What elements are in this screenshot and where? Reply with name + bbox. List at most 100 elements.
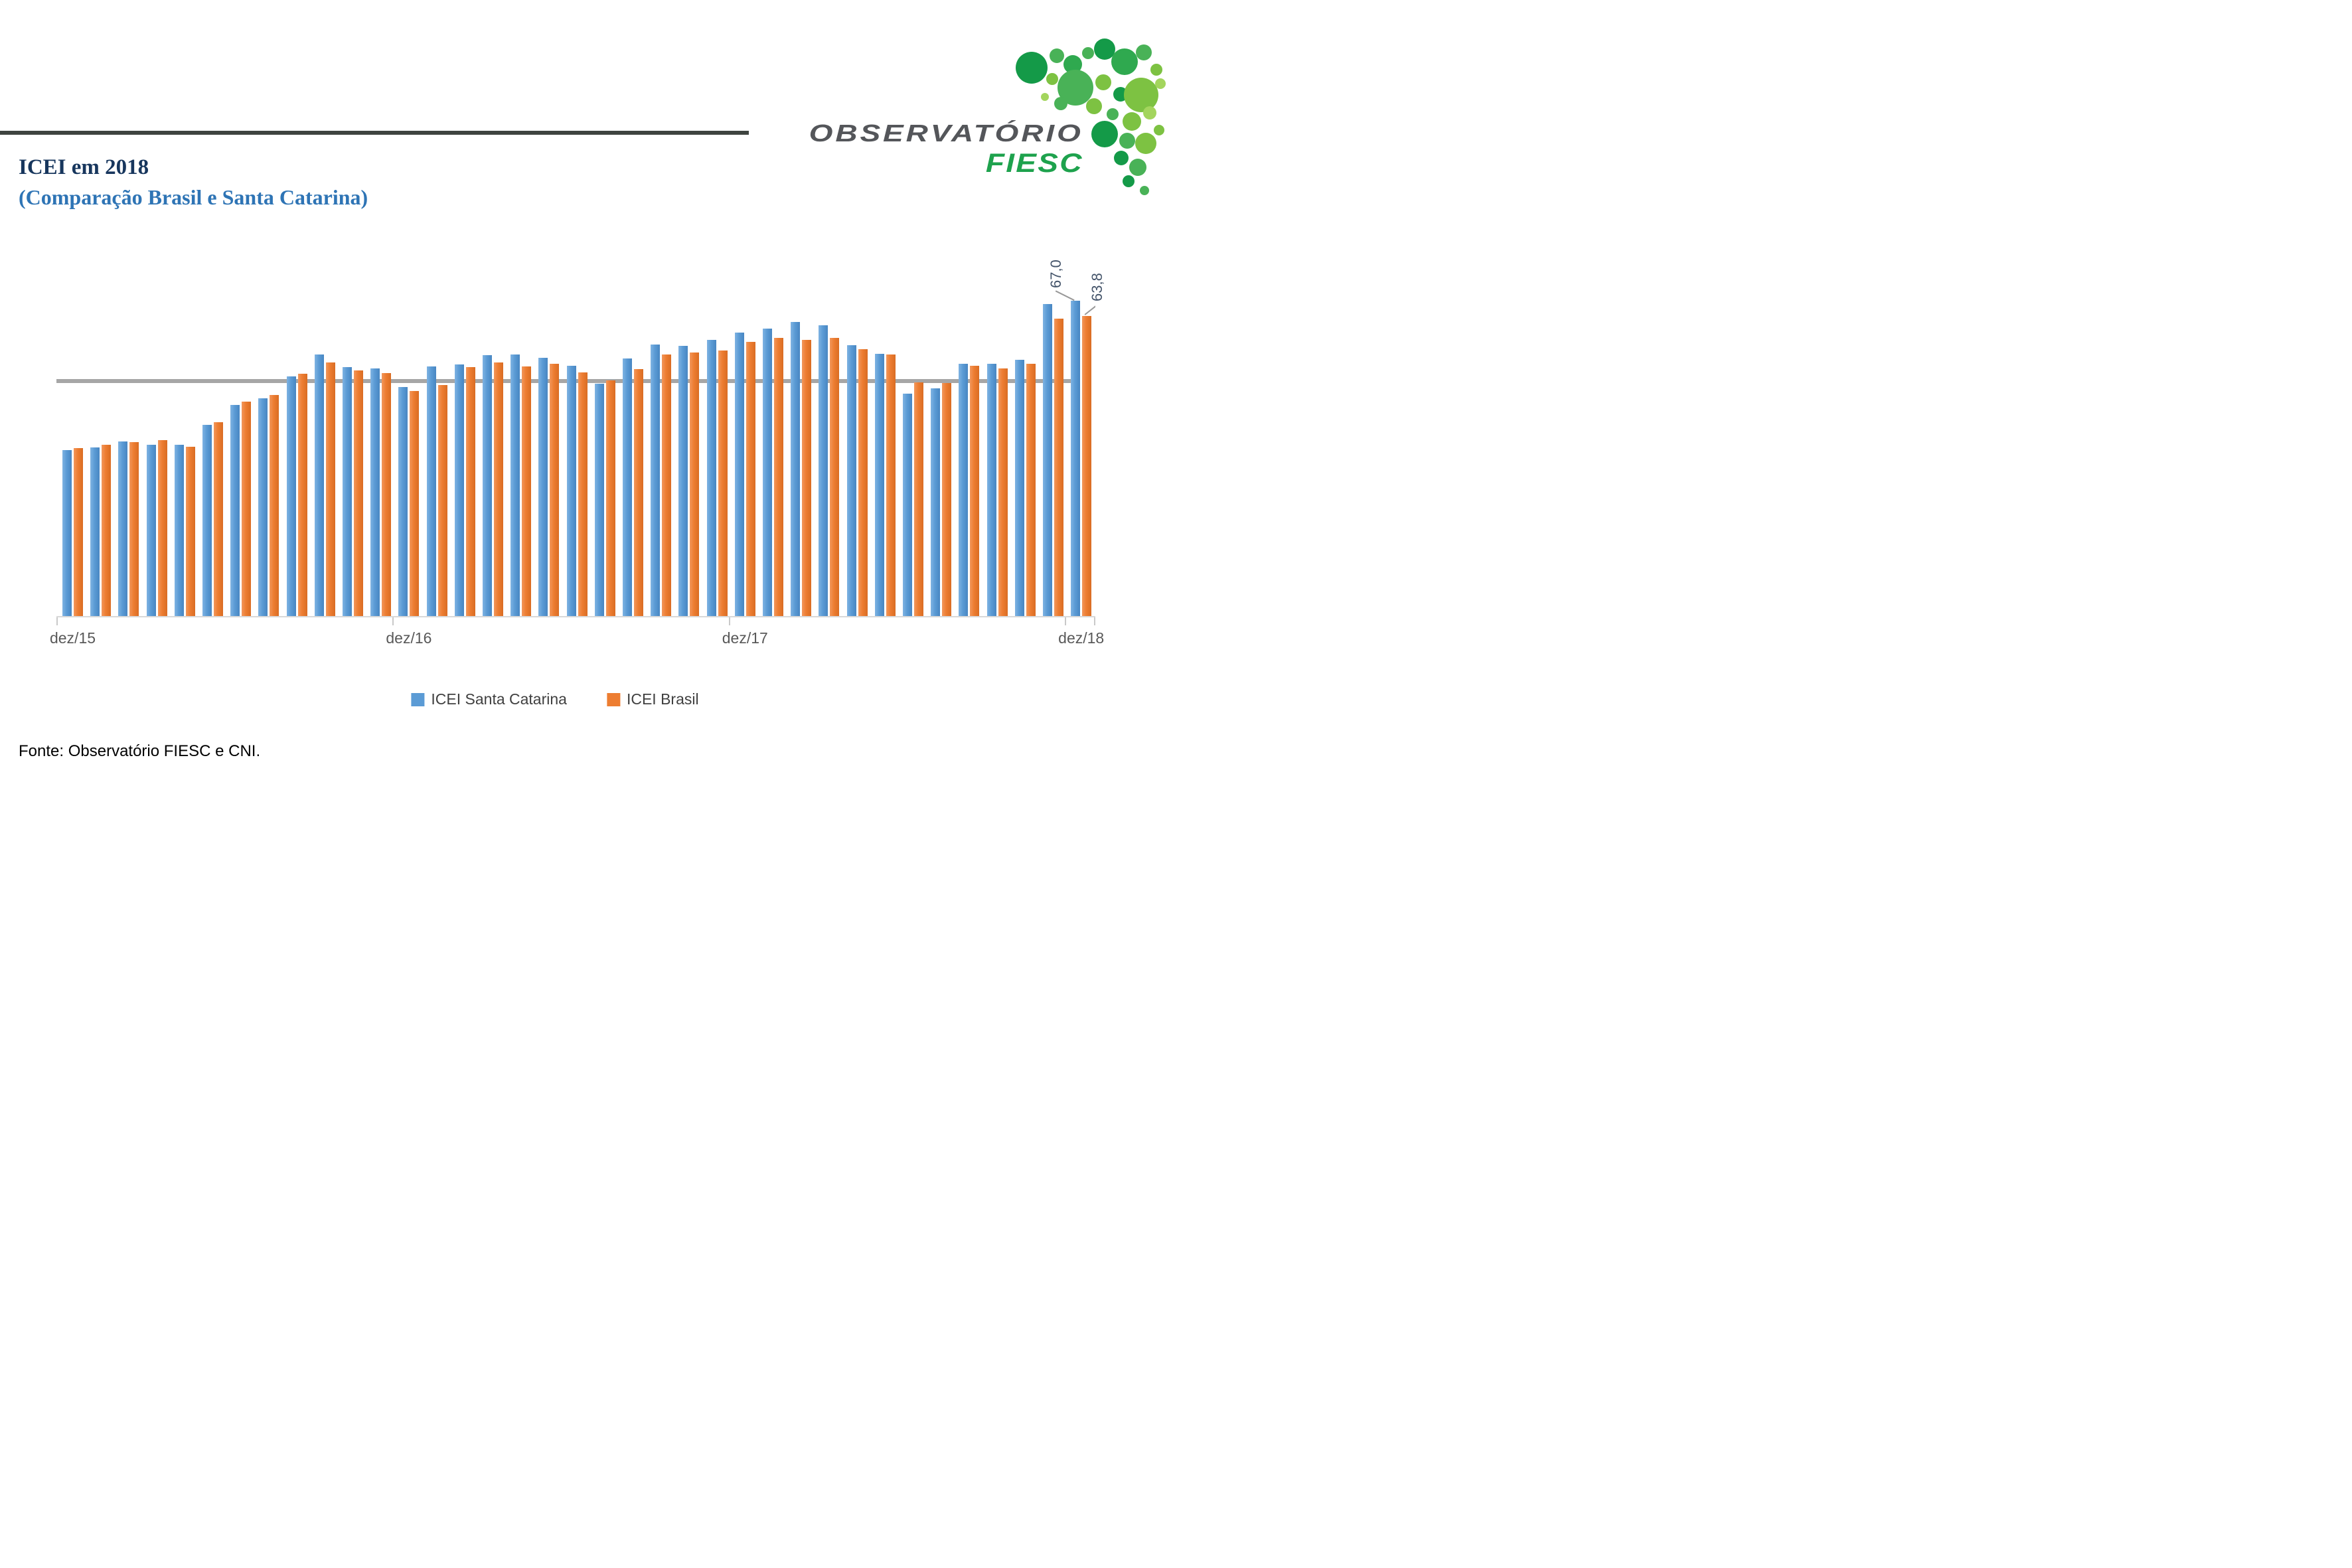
bar-icei-brasil-nov/17: [718, 350, 728, 617]
bar-icei-santa-catarina-jul/18: [931, 388, 941, 617]
x-axis-tick: [392, 617, 394, 625]
bar-icei-brasil-jan/16: [102, 444, 112, 617]
bar-icei-brasil-ago/17: [634, 368, 643, 617]
bar-icei-brasil-ago/18: [970, 366, 980, 617]
bar-icei-santa-catarina-ago/16: [286, 376, 296, 617]
bar-icei-santa-catarina-jan/18: [763, 329, 772, 617]
page-title: ICEI em 2018: [19, 155, 149, 179]
legend-swatch-brasil: [606, 692, 620, 706]
x-axis-tick: [56, 617, 58, 625]
bar-icei-brasil-mai/16: [214, 422, 223, 617]
bar-icei-santa-catarina-mai/16: [202, 425, 212, 617]
x-axis-label-dez/18: dez/18: [1058, 629, 1105, 647]
bar-icei-santa-catarina-abr/16: [174, 444, 184, 617]
bar-icei-santa-catarina-jan/17: [426, 366, 436, 617]
bar-icei-santa-catarina-set/18: [986, 363, 996, 617]
bar-icei-santa-catarina-fev/16: [118, 441, 128, 617]
bar-icei-brasil-abr/16: [185, 447, 195, 617]
bar-icei-brasil-fev/16: [129, 441, 139, 617]
x-axis-tick: [728, 617, 730, 625]
bar-icei-santa-catarina-jun/17: [566, 366, 576, 617]
bar-icei-santa-catarina-set/17: [651, 345, 661, 617]
bar-icei-brasil-set/18: [998, 368, 1008, 617]
bar-icei-brasil-abr/18: [858, 349, 868, 617]
bar-icei-brasil-nov/18: [1054, 319, 1063, 617]
bar-icei-brasil-fev/17: [465, 367, 475, 617]
bar-icei-santa-catarina-ago/17: [623, 358, 632, 617]
bar-icei-brasil-jun/18: [914, 382, 923, 617]
bar-icei-brasil-mai/17: [550, 364, 560, 617]
x-axis-label-dez/16: dez/16: [386, 629, 432, 647]
bar-icei-brasil-fev/18: [802, 339, 812, 617]
bar-icei-brasil-jul/16: [270, 394, 279, 617]
bar-icei-brasil-dez/17: [745, 342, 755, 617]
bar-icei-brasil-jan/17: [437, 384, 447, 617]
bar-icei-brasil-abr/17: [522, 366, 532, 617]
bar-icei-santa-catarina-dez/17: [734, 332, 744, 617]
bar-icei-santa-catarina-fev/17: [454, 364, 464, 617]
source-note: Fonte: Observatório FIESC e CNI.: [19, 742, 261, 760]
bar-icei-brasil-jul/18: [942, 382, 952, 617]
bar-icei-brasil-mar/18: [830, 337, 840, 617]
bar-icei-santa-catarina-set/16: [314, 354, 324, 617]
page-subtitle: (Comparação Brasil e Santa Catarina): [19, 185, 368, 209]
bar-icei-santa-catarina-fev/18: [791, 321, 801, 617]
fiesc-logo-text: FIESC: [986, 149, 1083, 178]
bar-icei-santa-catarina-dez/16: [398, 387, 408, 617]
bar-icei-santa-catarina-dez/18: [1071, 301, 1081, 617]
bar-icei-santa-catarina-out/18: [1014, 360, 1024, 617]
bar-icei-santa-catarina-dez/15: [62, 450, 72, 617]
brazil-map-dots-logo: [1016, 39, 1166, 195]
bar-icei-brasil-dez/15: [74, 447, 83, 617]
x-axis-line: [56, 616, 1095, 617]
bar-icei-santa-catarina-mai/17: [538, 358, 548, 617]
bar-icei-santa-catarina-mar/16: [146, 444, 156, 617]
bar-icei-santa-catarina-jul/17: [594, 384, 604, 617]
bar-icei-santa-catarina-jul/16: [258, 398, 268, 617]
bar-icei-santa-catarina-jun/16: [230, 405, 240, 617]
bar-icei-brasil-nov/16: [382, 372, 392, 617]
bar-icei-brasil-jan/18: [774, 338, 783, 617]
bar-icei-brasil-out/16: [354, 370, 363, 617]
bar-icei-brasil-set/17: [662, 354, 672, 617]
legend-label-santa-catarina: ICEI Santa Catarina: [431, 690, 567, 708]
bar-icei-brasil-jun/16: [242, 402, 252, 617]
bar-icei-santa-catarina-out/17: [678, 346, 688, 617]
data-label-icei-brasil: 63,8: [1089, 273, 1106, 302]
bar-icei-santa-catarina-nov/16: [370, 368, 380, 617]
bar-chart-plot-area: dez/15 dez/16 dez/17 dez/18 67,0 63,8: [50, 219, 1105, 647]
legend-swatch-santa-catarina: [411, 692, 425, 706]
bar-icei-brasil-out/18: [1026, 363, 1036, 617]
bar-icei-santa-catarina-abr/18: [846, 345, 856, 617]
header-rule: [0, 131, 749, 135]
bar-icei-brasil-jul/17: [605, 380, 615, 617]
bar-icei-brasil-mar/17: [494, 362, 503, 617]
bar-icei-santa-catarina-jan/16: [90, 447, 100, 617]
bar-icei-brasil-mar/16: [157, 440, 167, 617]
legend-label-brasil: ICEI Brasil: [626, 690, 699, 708]
slide-page: OBSERVATÓRIO FIESC ICEI em 2018 (Compara…: [0, 0, 1176, 784]
data-label-icei-santa-catarina: 67,0: [1048, 260, 1065, 289]
bar-icei-santa-catarina-out/16: [343, 366, 352, 617]
legend-item-brasil: ICEI Brasil: [606, 690, 699, 708]
bar-icei-brasil-ago/16: [297, 374, 307, 617]
bar-icei-santa-catarina-mar/18: [819, 325, 828, 617]
bar-icei-brasil-dez/18: [1082, 316, 1092, 617]
bar-icei-santa-catarina-jun/18: [903, 394, 912, 617]
observatorio-logo-text: OBSERVATÓRIO: [809, 119, 1083, 147]
bar-icei-santa-catarina-mai/18: [874, 353, 884, 617]
bar-icei-brasil-set/16: [325, 362, 335, 617]
bar-icei-santa-catarina-mar/17: [483, 354, 492, 617]
legend-item-santa-catarina: ICEI Santa Catarina: [411, 690, 567, 708]
chart-legend: ICEI Santa Catarina ICEI Brasil: [411, 690, 699, 708]
x-axis-label-dez/17: dez/17: [722, 629, 768, 647]
bar-icei-brasil-jun/17: [578, 372, 588, 617]
bar-icei-brasil-dez/16: [410, 390, 420, 617]
bar-icei-santa-catarina-nov/18: [1043, 303, 1052, 617]
bar-icei-santa-catarina-nov/17: [706, 340, 716, 617]
reference-line-50: [56, 379, 1077, 383]
bar-icei-brasil-mai/18: [886, 354, 896, 617]
bar-icei-brasil-out/17: [690, 353, 700, 617]
x-axis-tick: [1094, 617, 1095, 625]
x-axis-tick: [1065, 617, 1067, 625]
